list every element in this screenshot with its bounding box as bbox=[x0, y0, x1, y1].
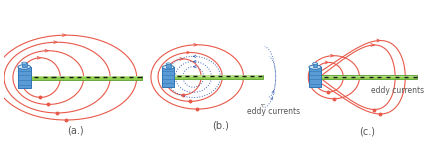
Bar bbox=[312, 63, 317, 68]
Text: eddy currents: eddy currents bbox=[370, 86, 424, 95]
Ellipse shape bbox=[309, 65, 321, 69]
Bar bbox=[30, 76, 142, 77]
Bar bbox=[174, 75, 263, 77]
Ellipse shape bbox=[163, 65, 174, 69]
Bar bbox=[174, 75, 263, 79]
Text: eddy currents: eddy currents bbox=[247, 104, 300, 116]
Ellipse shape bbox=[312, 63, 317, 64]
Text: (c.): (c.) bbox=[359, 127, 375, 136]
Text: (a.): (a.) bbox=[67, 126, 84, 136]
Bar bbox=[321, 75, 417, 79]
Bar bbox=[166, 64, 171, 68]
Ellipse shape bbox=[22, 62, 27, 64]
Bar bbox=[163, 67, 174, 87]
Ellipse shape bbox=[166, 63, 171, 65]
Bar bbox=[22, 63, 27, 67]
Bar bbox=[18, 67, 30, 88]
Bar bbox=[321, 76, 417, 77]
Ellipse shape bbox=[18, 65, 30, 69]
Bar bbox=[309, 67, 321, 87]
Text: (b.): (b.) bbox=[213, 121, 229, 131]
Bar bbox=[30, 76, 142, 80]
